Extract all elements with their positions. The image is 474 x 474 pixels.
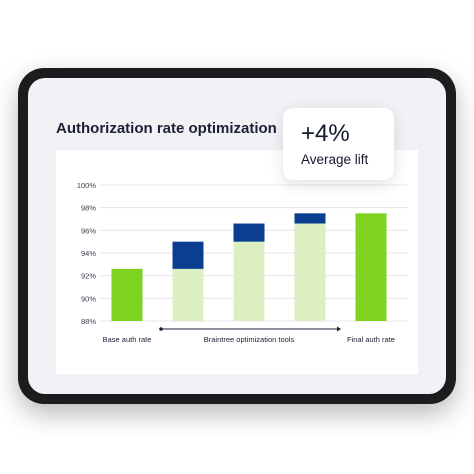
bar: [111, 268, 143, 321]
x-axis-label: Braintree optimization tools: [204, 335, 295, 344]
chart-panel: 88% 90% 92% 94% 96% 98% 100% Base auth rate Brai…: [56, 150, 418, 374]
tablet-screen: Authorization rate optimization 88% 90% 92…: [28, 78, 446, 394]
bar-chart: 88% 90% 92% 94% 96% 98% 100% Base auth rate Brai…: [77, 181, 408, 344]
y-tick-label: 96%: [81, 226, 96, 235]
bar-gain-segment: [294, 213, 326, 224]
x-axis-label: Base auth rate: [103, 335, 152, 344]
lift-value: +4%: [301, 120, 350, 147]
y-tick-label: 88%: [81, 317, 96, 326]
tablet-frame: Authorization rate optimization 88% 90% 92…: [18, 68, 456, 404]
lift-callout: +4% Average lift: [283, 108, 394, 180]
chart-title: Authorization rate optimization: [56, 120, 277, 137]
y-tick-label: 94%: [81, 249, 96, 258]
y-tick-label: 100%: [77, 181, 97, 190]
group-bracket-dot: [159, 327, 163, 331]
group-bracket-arrowhead: [337, 326, 341, 332]
bar-base-segment: [233, 241, 265, 321]
bar-gain-segment: [233, 223, 265, 242]
bar-base-segment: [294, 223, 326, 321]
lift-label: Average lift: [301, 152, 369, 167]
x-axis-label: Final auth rate: [347, 335, 395, 344]
y-tick-label: 92%: [81, 272, 96, 281]
y-tick-label: 90%: [81, 294, 96, 303]
y-tick-label: 98%: [81, 204, 96, 213]
bar: [355, 213, 387, 321]
bar-gain-segment: [172, 241, 204, 269]
bar-base-segment: [172, 268, 204, 321]
